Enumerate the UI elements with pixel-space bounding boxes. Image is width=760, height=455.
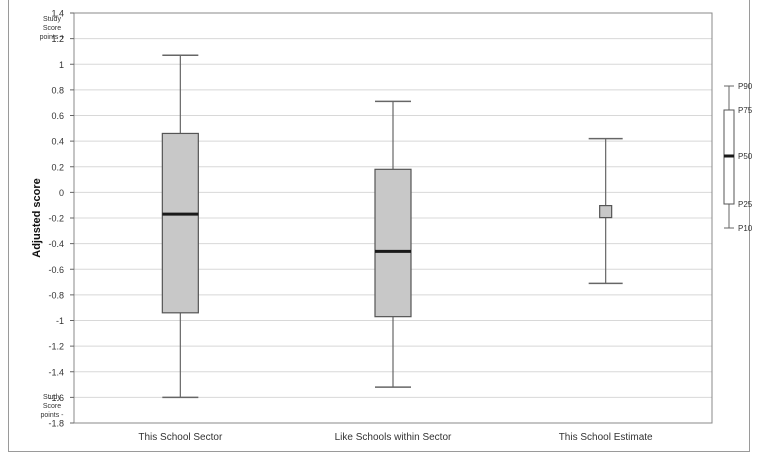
legend-label-p50: P50 xyxy=(738,152,753,161)
y-tick-label: -0.8 xyxy=(48,290,64,300)
x-tick-label: This School Estimate xyxy=(559,432,653,443)
y-bottom-note-line: points - xyxy=(41,412,65,419)
x-tick-label: Like Schools within Sector xyxy=(335,432,452,443)
box-iqr xyxy=(374,168,412,318)
y-tick-label: 0.2 xyxy=(51,162,64,172)
y-top-note-line: points + xyxy=(40,34,65,41)
y-tick-label: -1.6 xyxy=(48,393,64,403)
chart-frame xyxy=(8,0,750,452)
box-iqr xyxy=(161,132,199,314)
y-tick-label: 1.4 xyxy=(51,9,64,19)
y-tick-label: -1.2 xyxy=(48,342,64,352)
y-tick-label: 0.8 xyxy=(51,85,64,95)
legend-label-p90: P90 xyxy=(738,82,753,91)
y-tick-label: 1 xyxy=(59,60,64,70)
y-tick-label: -0.2 xyxy=(48,214,64,224)
legend-label-p25: P25 xyxy=(738,200,753,209)
y-bottom-note-line: Score xyxy=(43,403,61,410)
y-axis-label: Adjusted score xyxy=(31,178,43,257)
y-tick-label: -1.4 xyxy=(48,367,64,377)
y-tick-label: -0.4 xyxy=(48,239,64,249)
y-top-note-line: Score xyxy=(43,25,61,32)
x-tick-label: This School Sector xyxy=(138,432,223,443)
y-tick-label: 1.2 xyxy=(51,34,64,44)
y-tick-label: 0.4 xyxy=(51,137,64,147)
y-tick-label: -1.8 xyxy=(48,419,64,429)
y-tick-label: 0.6 xyxy=(51,111,64,121)
y-tick-label: -1 xyxy=(56,316,64,326)
y-tick-label: -0.6 xyxy=(48,265,64,275)
y-tick-label: 0 xyxy=(59,188,64,198)
legend-label-p10: P10 xyxy=(738,224,753,233)
estimate-marker xyxy=(599,204,613,219)
y-top-note-line: Study xyxy=(43,16,61,23)
legend-label-p75: P75 xyxy=(738,106,753,115)
y-bottom-note-line: Study xyxy=(43,394,61,401)
